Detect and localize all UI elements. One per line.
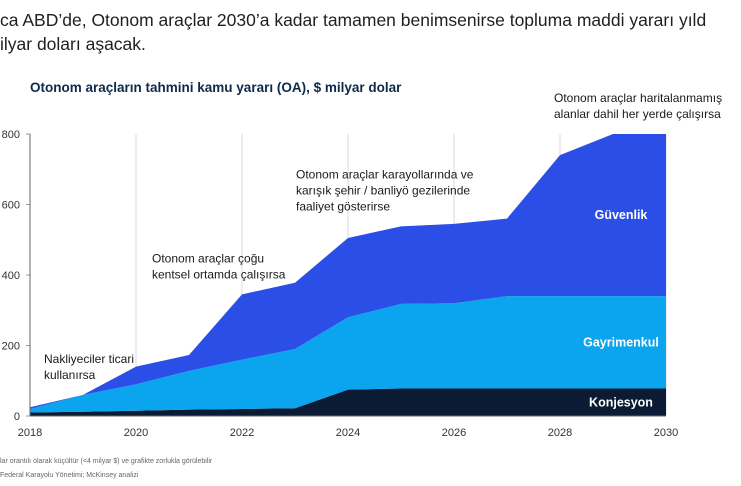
series-label-konjesyon: Konjesyon bbox=[589, 395, 653, 409]
headline: ca ABD’de, Otonom araçlar 2030’a kadar t… bbox=[0, 8, 741, 56]
area-konjesyon bbox=[30, 388, 666, 416]
y-tick-label-400: 400 bbox=[2, 270, 20, 282]
y-tick-label-800: 800 bbox=[2, 129, 20, 141]
y-tick-label-0: 0 bbox=[14, 411, 20, 423]
series-label-güvenlik: Güvenlik bbox=[595, 208, 648, 222]
y-tick-label-600: 600 bbox=[2, 200, 20, 212]
x-tick-label-2022: 2022 bbox=[230, 427, 254, 439]
annotations: Nakliyeciler ticari kullanırsa Otonom araç… bbox=[44, 91, 722, 382]
chart-title: Otonom araçların tahmini kamu yararı (OA… bbox=[30, 80, 402, 95]
chart-areas bbox=[30, 134, 666, 416]
x-tick-label-2028: 2028 bbox=[548, 427, 572, 439]
annotation-1: Nakliyeciler ticari kullanırsa bbox=[44, 352, 134, 382]
y-tick-label-200: 200 bbox=[2, 341, 20, 353]
annotation-2: Otonom araçlar çoğu kentsel ortamda çalış… bbox=[152, 251, 286, 281]
footnote-2: Federal Karayolu Yönetimi; McKinsey anal… bbox=[0, 472, 139, 479]
area-güvenlik bbox=[30, 134, 666, 409]
axes: 2018 2020 2022 2024 2026 2028 2030 0 200 400 600 80… bbox=[2, 129, 679, 439]
x-tick-label-2020: 2020 bbox=[124, 427, 148, 439]
headline-line-2: ilyar doları aşacak. bbox=[0, 34, 146, 54]
annotation-4: Otonom araçlar haritalanmamış alanlar dah… bbox=[554, 91, 722, 121]
x-tick-label-2024: 2024 bbox=[336, 427, 360, 439]
x-tick-label-2030: 2030 bbox=[654, 427, 678, 439]
footnote-1: lar orantılı olarak küçültür (<4 milyar … bbox=[0, 458, 213, 465]
series-label-gayrimenkul: Gayrimenkul bbox=[583, 335, 659, 349]
annotation-3: Otonom araçlar karayollarında ve karışık … bbox=[296, 167, 474, 213]
headline-line-1: ca ABD’de, Otonom araçlar 2030’a kadar t… bbox=[0, 10, 707, 30]
x-tick-label-2026: 2026 bbox=[442, 427, 466, 439]
series-labels: Konjesyon Gayrimenkul Güvenlik bbox=[583, 208, 659, 409]
x-tick-label-2018: 2018 bbox=[18, 427, 42, 439]
area-gayrimenkul bbox=[30, 296, 666, 413]
